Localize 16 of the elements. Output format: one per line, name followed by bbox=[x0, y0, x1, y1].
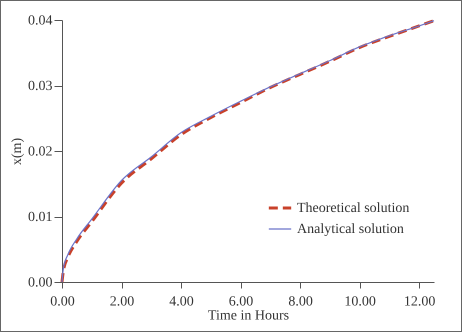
x-tick-label: 10.00 bbox=[344, 294, 376, 310]
y-tick-label: 0.00 bbox=[28, 276, 52, 290]
x-tick-label: 12.00 bbox=[404, 294, 436, 310]
y-tick-label: 0.01 bbox=[28, 210, 52, 225]
y-tick-label: 0.04 bbox=[28, 14, 52, 28]
y-axis-title: x(m) bbox=[10, 138, 25, 166]
x-tick-label: 2.00 bbox=[110, 294, 134, 310]
x-tick-label: 0.00 bbox=[50, 294, 75, 310]
x-tick-label: 6.00 bbox=[228, 294, 254, 310]
legend-label: Theoretical solution bbox=[297, 201, 410, 216]
y-tick-label: 0.03 bbox=[28, 79, 52, 94]
x-tick-label: 4.00 bbox=[169, 294, 194, 310]
x-axis-title: Time in Hours bbox=[208, 308, 290, 324]
legend-label: Analytical solution bbox=[297, 222, 404, 237]
x-tick-label: 8.00 bbox=[288, 294, 313, 310]
y-tick-label: 0.02 bbox=[28, 144, 52, 160]
